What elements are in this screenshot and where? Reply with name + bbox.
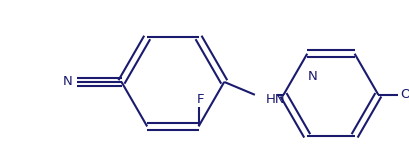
Text: O: O: [400, 88, 409, 101]
Text: F: F: [196, 93, 204, 106]
Text: HN: HN: [265, 93, 285, 106]
Text: N: N: [62, 75, 72, 88]
Text: N: N: [306, 69, 316, 83]
